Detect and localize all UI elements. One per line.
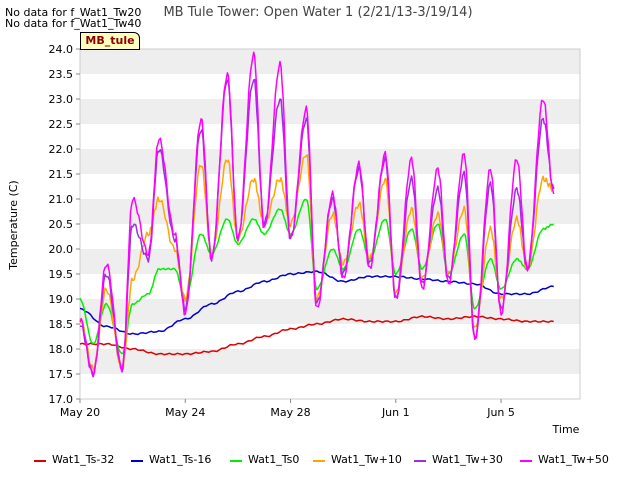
legend-swatch <box>520 460 532 462</box>
grid-band <box>80 324 580 349</box>
series-line-wat1-ts0 <box>79 198 555 355</box>
legend-swatch <box>414 460 426 462</box>
y-tick-label: 19.5 <box>49 268 74 281</box>
site-badge: MB_tule <box>80 32 140 50</box>
y-tick-label: 18.5 <box>49 318 74 331</box>
y-tick-label: 20.5 <box>49 218 74 231</box>
y-tick-label: 19.0 <box>49 293 74 306</box>
y-tick-label: 17.0 <box>49 393 74 406</box>
y-axis-label: Temperature (C) <box>7 180 20 270</box>
x-axis-label: Time <box>552 423 580 436</box>
legend-label: Wat1_Ts-32 <box>52 453 115 466</box>
legend-swatch <box>34 460 46 462</box>
y-tick-label: 17.5 <box>49 368 74 381</box>
legend-swatch <box>313 460 325 462</box>
legend-label: Wat1_Ts-16 <box>149 453 212 466</box>
series-line-wat1-tw-50 <box>79 51 555 378</box>
legend-label: Wat1_Ts0 <box>248 453 300 466</box>
grid-band <box>80 174 580 199</box>
legend-label: Wat1_Tw+50 <box>538 453 609 466</box>
chart-title: MB Tule Tower: Open Water 1 (2/21/13-3/1… <box>163 5 472 20</box>
y-tick-label: 23.0 <box>49 93 74 106</box>
y-tick-label: 18.0 <box>49 343 74 356</box>
grid-band <box>80 74 580 99</box>
series-line-wat1-ts-16 <box>79 270 554 336</box>
y-axis: 17.0 17.5 18.0 18.5 19.0 19.5 20.0 20.5 21.0 21.5… <box>49 43 80 406</box>
x-tick-label: May 28 <box>270 406 310 419</box>
no-data-note-tw40: No data for f_Wat1_Tw40 <box>5 17 142 30</box>
y-tick-label: 22.5 <box>49 118 74 131</box>
no-data-note-tw20: No data for f_Wat1_Tw20 <box>5 6 142 19</box>
x-tick-label: Jun 1 <box>381 406 410 419</box>
legend-label: Wat1_Tw+30 <box>432 453 503 466</box>
y-tick-label: 22.0 <box>49 143 74 156</box>
grid-band <box>80 99 580 124</box>
grid-band <box>80 374 580 399</box>
grid-band <box>80 349 580 374</box>
grid-bands <box>80 49 580 399</box>
grid-band <box>80 224 580 249</box>
y-tick-label: 21.5 <box>49 168 74 181</box>
legend-swatch <box>230 460 242 462</box>
y-tick-label: 21.0 <box>49 193 74 206</box>
legend-swatch <box>131 460 143 462</box>
legend-label: Wat1_Tw+10 <box>331 453 402 466</box>
x-axis: May 20 May 24 May 28 Jun 1 Jun 5 <box>60 399 515 419</box>
grid-band <box>80 49 580 74</box>
series-line-wat1-ts-32 <box>79 315 554 356</box>
x-tick-label: May 24 <box>165 406 205 419</box>
x-tick-label: Jun 5 <box>486 406 515 419</box>
series-line-wat1-tw-10 <box>79 154 555 371</box>
grid-band <box>80 124 580 149</box>
x-tick-label: May 20 <box>60 406 100 419</box>
legend: Wat1_Ts-32 Wat1_Ts-16 Wat1_Ts0 Wat1_Tw+10 Wa… <box>0 453 640 469</box>
y-tick-label: 24.0 <box>49 43 74 56</box>
series-lines <box>79 51 555 378</box>
y-tick-label: 20.0 <box>49 243 74 256</box>
y-tick-label: 23.5 <box>49 68 74 81</box>
